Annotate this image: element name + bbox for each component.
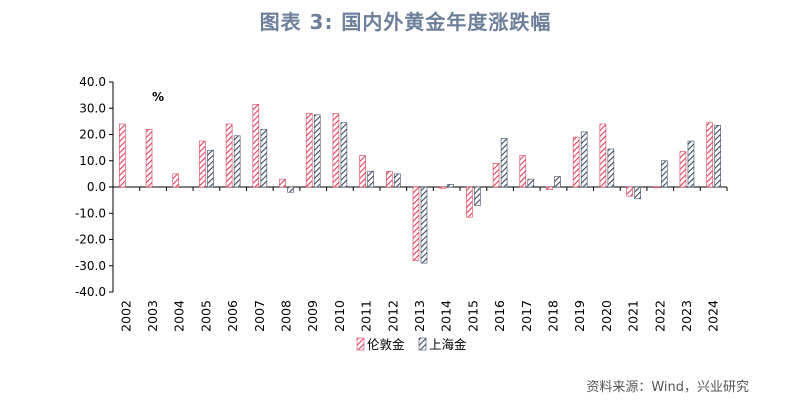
x-tick-label: 2002 bbox=[118, 300, 133, 332]
bar-shanghai-2011 bbox=[367, 170, 374, 188]
bar-shanghai-2016 bbox=[500, 138, 508, 188]
y-tick-label: -20.0 bbox=[75, 233, 106, 247]
x-tick-label: 2006 bbox=[225, 300, 240, 332]
bar-shanghai-2020 bbox=[607, 148, 615, 188]
source-note: 资料来源：Wind，兴业研究 bbox=[586, 380, 749, 395]
x-tick-label: 2019 bbox=[572, 300, 587, 332]
bar-london-2015 bbox=[466, 186, 473, 218]
x-tick-label: 2010 bbox=[332, 300, 347, 332]
bar-shanghai-2021 bbox=[634, 186, 641, 200]
bar-london-2017 bbox=[519, 155, 527, 188]
x-tick-label: 2005 bbox=[198, 300, 213, 332]
bar-london-2008 bbox=[279, 178, 286, 188]
bar-shanghai-2024 bbox=[714, 125, 721, 188]
x-tick-label: 2008 bbox=[279, 300, 294, 332]
bar-shanghai-2013 bbox=[420, 186, 428, 264]
y-tick-label: -10.0 bbox=[75, 206, 106, 220]
x-tick-label: 2022 bbox=[652, 300, 667, 332]
bar-shanghai-2010 bbox=[340, 122, 348, 188]
y-tick-label: 20.0 bbox=[79, 128, 106, 142]
bar-london-2009 bbox=[305, 113, 313, 188]
bar-shanghai-2006 bbox=[233, 135, 241, 188]
x-tick-label: 2018 bbox=[545, 300, 560, 332]
bar-shanghai-2014 bbox=[447, 184, 454, 188]
bar-london-2014 bbox=[439, 186, 446, 189]
x-tick-label: 2004 bbox=[172, 300, 187, 332]
x-tick-label: 2017 bbox=[519, 300, 534, 332]
y-tick-label: -40.0 bbox=[75, 285, 106, 299]
legend-label: 上海金 bbox=[429, 337, 467, 352]
x-tick-label: 2003 bbox=[145, 300, 160, 332]
bar-london-2005 bbox=[199, 140, 206, 188]
chart-title: 图表 3: 国内外黄金年度涨跌幅 bbox=[259, 10, 552, 34]
bar-london-2010 bbox=[332, 113, 340, 188]
bar-london-2019 bbox=[572, 136, 580, 188]
bar-london-2020 bbox=[599, 123, 607, 188]
bar-shanghai-2012 bbox=[394, 173, 401, 188]
y-tick-label: 0.0 bbox=[87, 180, 106, 194]
bar-london-2012 bbox=[386, 170, 393, 188]
bar-london-2013 bbox=[412, 186, 420, 261]
x-tick-label: 2020 bbox=[599, 300, 614, 332]
y-tick-label: 40.0 bbox=[79, 75, 106, 89]
x-tick-label: 2015 bbox=[465, 300, 480, 332]
bar-shanghai-2009 bbox=[313, 114, 321, 188]
x-tick-label: 2013 bbox=[412, 300, 427, 332]
x-tick-label: 2023 bbox=[679, 300, 694, 332]
legend-swatch bbox=[356, 337, 365, 351]
bar-shanghai-2019 bbox=[580, 131, 588, 188]
bar-shanghai-2005 bbox=[207, 149, 214, 188]
y-tick-label: -30.0 bbox=[75, 259, 106, 273]
x-tick-label: 2007 bbox=[252, 300, 267, 332]
bar-london-2018 bbox=[546, 186, 553, 190]
bar-london-2022 bbox=[652, 186, 660, 189]
bar-london-2002 bbox=[119, 123, 126, 188]
unit-label: % bbox=[152, 90, 164, 104]
legend-swatch bbox=[418, 337, 427, 351]
x-tick-label: 2014 bbox=[439, 300, 454, 332]
bar-shanghai-2022 bbox=[660, 160, 668, 188]
x-tick-label: 2024 bbox=[706, 300, 721, 332]
bar-london-2016 bbox=[492, 163, 500, 188]
bar-london-2003 bbox=[145, 128, 153, 188]
x-tick-label: 2011 bbox=[359, 300, 374, 332]
x-tick-label: 2009 bbox=[305, 300, 320, 332]
bar-shanghai-2007 bbox=[260, 128, 268, 188]
bar-shanghai-2015 bbox=[474, 186, 481, 206]
bar-london-2011 bbox=[359, 155, 366, 188]
bar-shanghai-2018 bbox=[554, 176, 561, 188]
x-tick-label: 2012 bbox=[385, 300, 400, 332]
bar-london-2024 bbox=[706, 122, 713, 188]
y-tick-label: 10.0 bbox=[79, 154, 106, 168]
y-tick-label: 30.0 bbox=[79, 101, 106, 115]
bar-shanghai-2023 bbox=[687, 140, 695, 188]
x-tick-label: 2016 bbox=[492, 300, 507, 332]
bar-london-2007 bbox=[252, 104, 260, 188]
bar-shanghai-2017 bbox=[527, 178, 535, 188]
bar-london-2021 bbox=[626, 186, 633, 197]
legend-label: 伦敦金 bbox=[367, 337, 405, 352]
bar-london-2023 bbox=[679, 151, 687, 188]
bar-london-2004 bbox=[172, 173, 180, 188]
bar-shanghai-2008 bbox=[287, 186, 294, 193]
bar-london-2006 bbox=[225, 123, 233, 188]
x-tick-label: 2021 bbox=[626, 300, 641, 332]
